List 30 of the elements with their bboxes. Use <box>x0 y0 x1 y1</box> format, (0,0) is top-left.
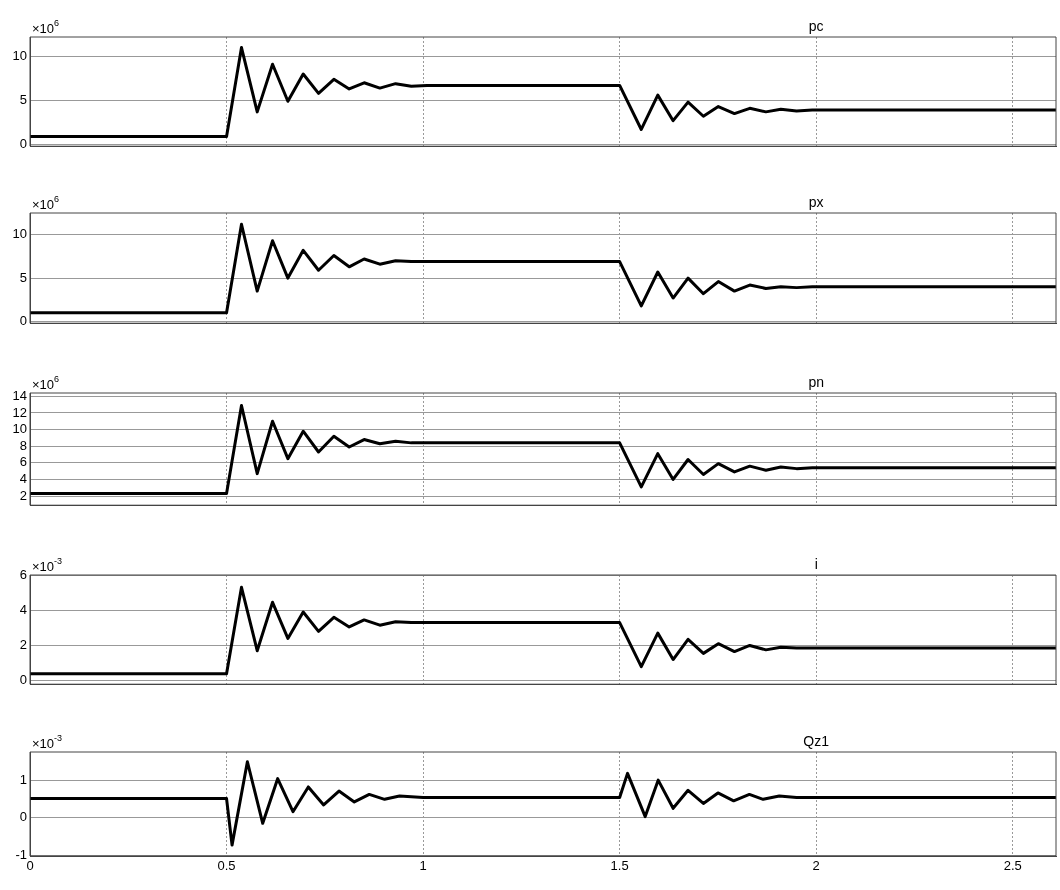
x-tick-label: 1 <box>419 858 427 874</box>
y-tick-label: 4 <box>19 601 27 617</box>
y-tick-label: 6 <box>19 454 27 470</box>
y-tick-label: 5 <box>19 269 27 285</box>
y-tick-label: 0 <box>19 809 27 825</box>
y-tick-label: 10 <box>12 226 27 242</box>
y-tick-label: 6 <box>19 566 27 582</box>
chart-title: pn <box>808 374 824 390</box>
y-tick-label: 2 <box>19 487 27 503</box>
x-tick-label: 2.5 <box>1003 858 1022 874</box>
y-tick-label: 4 <box>19 471 27 487</box>
chart-title: i <box>814 556 818 572</box>
y-tick-label: 8 <box>19 437 27 453</box>
x-tick-label: 2 <box>812 858 820 874</box>
y-tick-label: 1 <box>19 771 27 787</box>
y-tick-label: 0 <box>19 136 27 152</box>
x-tick-label: 1.5 <box>610 858 629 874</box>
y-tick-label: 14 <box>12 387 27 403</box>
chart-title: pc <box>808 18 824 34</box>
y-tick-label: -1 <box>15 846 27 862</box>
y-tick-label: 0 <box>19 313 27 329</box>
chart-title: px <box>808 194 824 210</box>
y-tick-label: 10 <box>12 421 27 437</box>
chart-title: Qz1 <box>803 733 830 749</box>
y-tick-label: 12 <box>12 404 27 420</box>
y-tick-label: 5 <box>19 91 27 107</box>
y-tick-label: 0 <box>19 672 27 688</box>
x-tick-label: 0.5 <box>217 858 236 874</box>
y-tick-label: 10 <box>12 47 27 63</box>
y-tick-label: 2 <box>19 637 27 653</box>
